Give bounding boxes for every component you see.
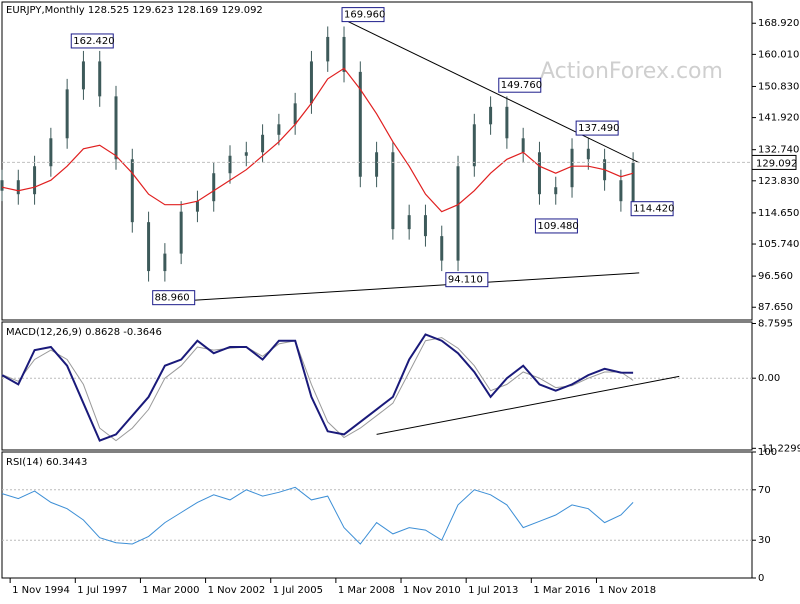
price-y-tick-label: 123.830 — [758, 176, 799, 187]
price-label: 109.480 — [537, 221, 578, 232]
price-label-box — [70, 33, 114, 49]
price-label: 137.490 — [578, 123, 619, 134]
price-y-tick-label: 105.740 — [758, 239, 799, 250]
x-tick-label: 1 Mar 2000 — [142, 585, 199, 596]
falling-trendline — [343, 19, 640, 164]
price-label-box — [445, 272, 489, 288]
moving-average-line — [1, 67, 634, 213]
macd-signal-line — [1, 337, 634, 442]
price-header: EURJPY,Monthly 128.525 129.623 128.169 1… — [6, 5, 263, 16]
macd-header: MACD(12,26,9) 0.8628 -0.3646 — [6, 327, 162, 338]
price-label: 162.420 — [73, 36, 114, 47]
price-label-box — [630, 201, 674, 217]
rising-trendline — [154, 272, 640, 304]
price-y-tick-label: 160.010 — [758, 49, 799, 60]
x-tick-label: 1 Nov 2002 — [208, 585, 266, 596]
x-tick-label: 1 Nov 1994 — [12, 585, 70, 596]
last-price-label: 129.092 — [756, 158, 797, 169]
price-label-box — [152, 290, 196, 306]
rsi-y-tick-label: 100 — [758, 447, 777, 458]
watermark: ActionForex.com — [540, 59, 723, 84]
macd-pane-frame — [1, 321, 753, 451]
x-tick-label: 1 Nov 2010 — [403, 585, 461, 596]
rsi-line — [1, 486, 634, 545]
price-label-box — [575, 120, 619, 136]
price-label: 149.760 — [501, 80, 542, 91]
price-y-tick-label: 114.650 — [758, 208, 799, 219]
macd-trendline — [376, 375, 680, 435]
price-label: 94.110 — [448, 275, 483, 286]
x-tick-label: 1 Mar 2008 — [338, 585, 395, 596]
x-tick-label: 1 Mar 2016 — [533, 585, 590, 596]
rsi-pane-frame — [1, 451, 753, 579]
price-label-box — [534, 218, 578, 234]
price-label-box — [498, 77, 542, 93]
x-tick-label: 1 Jul 2013 — [468, 585, 518, 596]
x-tick-label: 1 Jul 2005 — [273, 585, 323, 596]
rsi-header: RSI(14) 60.3443 — [6, 457, 87, 468]
price-y-tick-label: 96.560 — [758, 271, 793, 282]
macd-y-tick-label: 8.7595 — [758, 319, 793, 330]
rsi-y-tick-label: 0 — [758, 573, 764, 584]
price-label: 114.420 — [633, 204, 674, 215]
macd-y-tick-label: -11.2299 — [758, 443, 800, 454]
price-label: 88.960 — [155, 293, 190, 304]
rsi-y-tick-label: 30 — [758, 535, 771, 546]
price-y-tick-label: 132.740 — [758, 145, 799, 156]
price-label: 169.960 — [344, 10, 385, 21]
price-y-tick-label: 141.920 — [758, 113, 799, 124]
price-y-tick-label: 87.650 — [758, 302, 793, 313]
rsi-y-tick-label: 70 — [758, 485, 771, 496]
macd-y-tick-label: 0.00 — [758, 373, 780, 384]
x-tick-label: 1 Jul 1997 — [77, 585, 127, 596]
macd-line — [1, 333, 634, 442]
price-label-box — [341, 7, 385, 23]
price-y-tick-label: 168.920 — [758, 18, 799, 29]
price-y-tick-label: 150.830 — [758, 81, 799, 92]
last-price-box — [751, 154, 797, 170]
x-tick-label: 1 Nov 2018 — [598, 585, 656, 596]
